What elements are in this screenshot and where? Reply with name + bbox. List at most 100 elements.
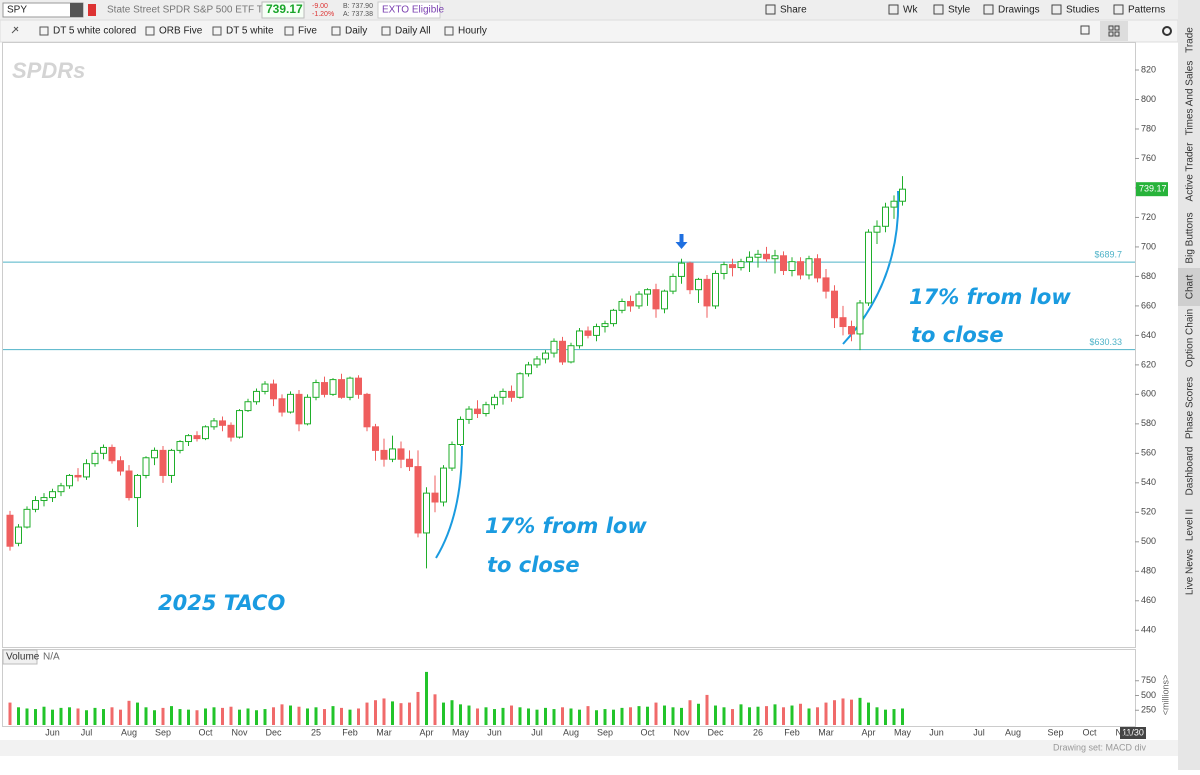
symbol-dropdown[interactable] [70,3,83,17]
volume-bar [119,709,122,725]
header-button[interactable]: Studies [1066,5,1099,16]
study-button[interactable]: Daily [345,26,367,37]
grid-button[interactable] [1100,21,1128,41]
candle-body [737,261,745,269]
pin-icon[interactable] [11,26,19,34]
header-button[interactable]: Wk [903,5,918,16]
symbol[interactable]: SPY [7,5,27,16]
sidebar-tab[interactable]: Big Buttons [1185,212,1196,263]
x-tick-label: 25 [311,727,321,737]
candle-body [219,420,226,426]
volume-bar [561,707,564,725]
volume-bar [102,709,105,725]
header-button[interactable]: Share [780,5,807,16]
study-button[interactable]: DT 5 white [226,26,274,37]
volume-bar [391,701,394,725]
volume-bar [85,710,88,725]
volume-bar [399,703,403,725]
candle-body [686,262,694,291]
volume-bar [705,694,709,725]
study-button[interactable]: Daily All [395,26,431,37]
sidebar-tab[interactable]: Dashboard [1185,447,1196,496]
x-tick-label: Jul [81,727,93,737]
header-button[interactable]: Patterns [1128,5,1165,16]
study-icon[interactable] [145,26,155,36]
x-tick-label: Jul [973,727,985,737]
volume-bar [663,705,666,725]
candle-body [661,290,668,310]
sidebar-tab[interactable]: Chart [1185,275,1196,300]
volume-bar [807,708,811,725]
grid-icon[interactable] [1108,31,1114,37]
study-icon[interactable] [444,26,454,36]
volume-bar [459,704,462,725]
candle-body [448,443,456,469]
grid-icon[interactable] [1108,25,1114,31]
volume-bar [552,709,556,725]
candle-body [406,458,413,468]
candle-body [550,340,558,354]
candle-body [151,449,158,459]
header-icon[interactable] [1113,4,1124,15]
candle-body [482,404,490,415]
candle-body [278,398,286,413]
header-icon[interactable] [983,4,994,15]
badge-box[interactable] [377,1,441,19]
volume-bar [153,710,156,725]
study-button[interactable]: ORB Five [159,26,203,37]
candle-body [270,383,277,400]
window-icon[interactable] [1080,25,1090,35]
candle-body [618,300,626,311]
header-icon[interactable] [888,4,899,15]
study-icon[interactable] [381,26,391,36]
candle-body [559,340,566,363]
study-button[interactable]: Hourly [458,26,487,37]
link-icon[interactable] [88,4,96,16]
candle-body [567,345,575,363]
candle-body [397,448,405,460]
header-button[interactable]: Style [948,5,971,16]
volume-bar [416,691,420,725]
volume-bar [467,705,471,725]
grid-icon[interactable] [1114,31,1120,37]
logo: SPDRs [12,58,85,83]
candle-body [797,261,804,276]
y-tick-label: 600 [1141,389,1156,399]
settings-icon[interactable] [1162,26,1172,36]
scroll-bar[interactable] [0,740,1178,756]
candle-body [363,393,371,428]
header-icon[interactable] [933,4,944,15]
candle-body [355,377,362,395]
sidebar-tab[interactable]: Trade [1185,27,1196,53]
sidebar-tab[interactable]: Active Trader [1185,142,1196,202]
study-icon[interactable] [284,26,294,36]
sidebar [1178,0,1200,770]
study-icon[interactable] [39,26,49,36]
candle-body [635,293,643,307]
volume-bar [816,707,819,725]
sidebar-tab[interactable]: Times And Sales [1185,61,1196,136]
header-button[interactable]: Drawings [998,5,1040,16]
candle-body [414,466,422,534]
volume-bar [875,707,879,725]
badge[interactable]: EXTO Eligible [382,5,445,16]
sidebar-tab[interactable]: Phase Scores [1185,377,1196,439]
volume-bar [25,708,29,725]
candle-body [763,253,770,260]
study-icon[interactable] [212,26,222,36]
study-button[interactable]: Five [298,26,317,37]
sidebar-tab[interactable]: Level II [1185,509,1196,541]
volume-bar [331,706,335,725]
y-tick-label: 820 [1141,64,1156,74]
volume-bar [289,705,292,725]
candle-body [729,264,736,269]
sidebar-tab[interactable]: Option Chain [1185,309,1196,367]
study-icon[interactable] [331,26,341,36]
header-icon[interactable] [765,4,776,15]
sidebar-tab[interactable]: Live News [1185,549,1196,595]
candle-body [780,255,787,272]
header-icon[interactable] [1051,4,1062,15]
study-button[interactable]: DT 5 white colored [53,26,136,37]
candle-body [848,326,855,335]
grid-icon[interactable] [1114,25,1120,31]
